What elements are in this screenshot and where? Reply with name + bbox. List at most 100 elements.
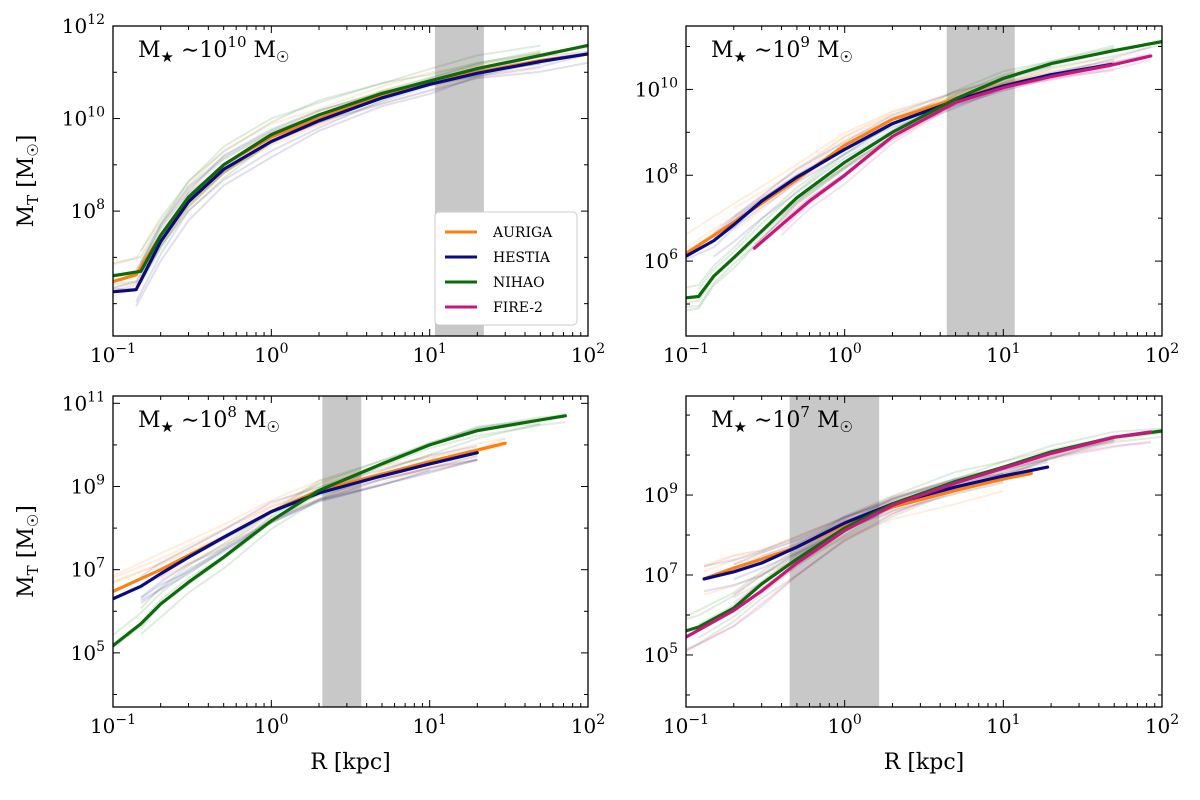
panel-top-left: 10−1 100 101 102 108 1010 1012 M★ ∼1010 M☉ MT [M…	[14, 12, 605, 367]
shaded-band	[322, 396, 362, 707]
x-tick-label: 101	[986, 712, 1020, 738]
x-tick-label: 10−1	[663, 712, 709, 738]
axes-frame	[685, 395, 1163, 708]
panel-bottom-left: 10−1 100 101 102 105 107 109 1011 M★ ∼108 M☉ MT […	[14, 389, 605, 775]
sample-curve-auriga	[703, 489, 1004, 596]
x-tick-label: 10−1	[90, 341, 136, 367]
sample-curve-nihao	[113, 44, 541, 265]
legend-entry: HESTIA	[493, 250, 551, 266]
y-tick-label: 105	[71, 639, 105, 665]
y-tick-label: 107	[644, 561, 678, 587]
series-line-auriga	[702, 471, 1033, 581]
sun-icon: ☉	[24, 143, 42, 156]
sample-curve-auriga	[113, 67, 541, 290]
sample-curve-fire-2	[686, 434, 1115, 653]
sample-curve-hestia	[703, 461, 1048, 568]
shaded-band	[789, 396, 880, 707]
y-tick-label: 108	[71, 197, 105, 223]
star-icon: ★	[161, 418, 174, 436]
panel-top-right: 10−1 100 101 102 106 108 1010 M★ ∼109 M☉	[635, 25, 1179, 367]
axes-frame	[112, 395, 589, 708]
x-axis-title: R [kpc]	[310, 750, 390, 775]
sun-icon: ☉	[266, 418, 279, 436]
x-tick-label: 102	[1145, 712, 1179, 738]
axes-frame	[112, 25, 589, 337]
sample-curve-hestia	[140, 469, 431, 605]
sample-curve-auriga	[703, 465, 1032, 569]
sample-curve-nihao	[140, 412, 566, 624]
x-tick-label: 100	[827, 712, 861, 738]
sun-icon: ☉	[276, 48, 289, 66]
y-tick-label: 1010	[62, 105, 105, 131]
shaded-band	[946, 26, 1015, 336]
legend: AURIGA HESTIA NIHAO FIRE-2	[434, 211, 578, 326]
sample-curve-auriga	[160, 459, 478, 581]
sample-curve-auriga	[160, 458, 478, 579]
sample-curve-hestia	[135, 53, 588, 307]
sample-curve-nihao	[140, 423, 541, 635]
series-line-fire-2	[752, 54, 1153, 250]
sample-curve-auriga	[113, 437, 506, 577]
legend-box	[434, 211, 578, 326]
sample-curve-nihao	[686, 58, 1115, 304]
sample-curve-hestia	[713, 73, 1052, 258]
x-tick-label: 102	[571, 341, 605, 367]
x-tick-label: 10−1	[663, 341, 709, 367]
x-tick-label: 10−1	[90, 712, 136, 738]
x-tick-label: 101	[986, 341, 1020, 367]
series-line-fire-2	[686, 430, 1153, 639]
sample-curve-nihao	[686, 428, 1162, 618]
sample-curve-auriga	[686, 63, 1052, 249]
sample-curve-nihao	[686, 436, 1115, 651]
sample-curve-hestia	[140, 445, 478, 578]
sample-curve-auriga	[686, 72, 1052, 236]
y-tick-label: 1010	[635, 75, 678, 101]
series-line-hestia	[113, 52, 588, 294]
x-tick-label: 101	[412, 341, 446, 367]
sample-curve-auriga	[113, 53, 541, 266]
plot-area	[113, 396, 567, 707]
sample-curve-fire-2	[753, 61, 1115, 245]
series-line-nihao	[113, 43, 588, 278]
plot-area	[686, 26, 1162, 336]
sample-curve-fire-2	[686, 439, 1115, 652]
x-tick-label: 101	[412, 712, 446, 738]
sun-icon: ☉	[839, 418, 852, 436]
y-tick-label: 107	[71, 556, 105, 582]
y-tick-label: 1011	[62, 389, 105, 415]
sun-icon: ☉	[839, 48, 852, 66]
x-axis-title: R [kpc]	[884, 750, 964, 775]
panel-mass-label: M★ ∼107 M☉	[711, 403, 853, 436]
legend-entry: AURIGA	[492, 225, 553, 241]
series-line-hestia	[702, 465, 1050, 581]
star-icon: ★	[734, 48, 747, 66]
x-tick-label: 100	[254, 341, 288, 367]
sample-curve-auriga	[733, 58, 1100, 233]
sample-curve-auriga	[113, 453, 478, 583]
sample-curve-nihao	[698, 441, 1115, 639]
panel-mass-label: M★ ∼108 M☉	[138, 403, 280, 436]
plot-area	[686, 396, 1162, 707]
series-line-hestia	[686, 62, 1113, 258]
y-tick-label: 1012	[62, 12, 105, 38]
y-axis-title: MT [M☉]	[14, 505, 42, 598]
x-tick-label: 100	[254, 712, 288, 738]
y-tick-label: 108	[644, 161, 678, 187]
y-tick-label: 109	[644, 481, 678, 507]
sample-curve-nihao	[686, 43, 1162, 308]
y-tick-label: 105	[644, 641, 678, 667]
series-line-nihao	[113, 414, 567, 648]
star-icon: ★	[161, 48, 174, 66]
panel-mass-label: M★ ∼1010 M☉	[138, 33, 289, 66]
star-icon: ★	[734, 418, 747, 436]
sample-curve-hestia	[140, 458, 478, 586]
panel-bottom-right: 10−1 100 101 102 105 107 109 M★ ∼107 M☉ R [kpc]	[644, 395, 1179, 775]
legend-entry: NIHAO	[493, 275, 545, 291]
sample-curve-nihao	[697, 46, 1115, 290]
axes-frame	[685, 25, 1163, 337]
legend-entry: FIRE-2	[493, 300, 543, 316]
x-tick-label: 102	[571, 712, 605, 738]
sample-curve-auriga	[733, 75, 1052, 210]
sample-curve-auriga	[113, 437, 506, 585]
